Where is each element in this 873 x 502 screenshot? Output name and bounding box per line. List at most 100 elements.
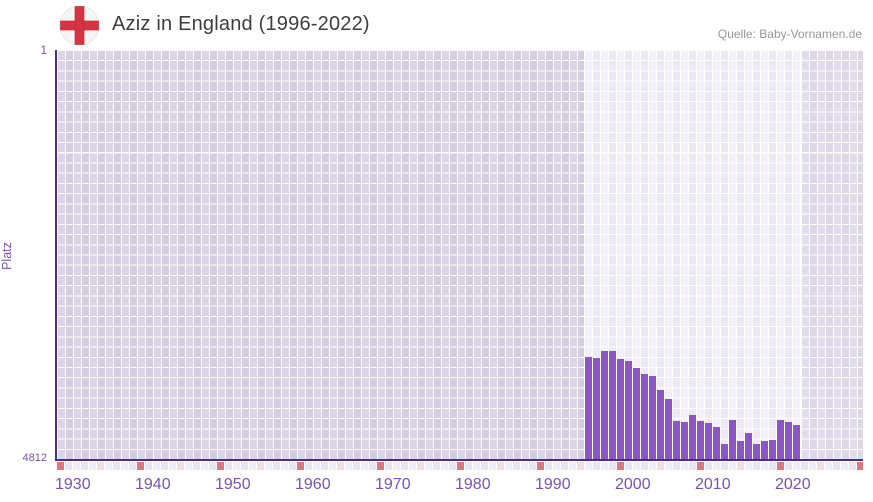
x-tick-label-1990: 1990 bbox=[535, 476, 571, 493]
year-cell-2018 bbox=[761, 462, 768, 470]
year-cell-1953 bbox=[241, 462, 248, 470]
bar-2016 bbox=[745, 432, 752, 459]
year-cell-1954 bbox=[249, 462, 256, 470]
year-cell-1932 bbox=[73, 462, 80, 470]
year-cell-1944 bbox=[169, 462, 176, 470]
year-cell-1977 bbox=[433, 462, 440, 470]
bar-2001 bbox=[625, 361, 632, 459]
page-title: Aziz in England (1996-2022) bbox=[112, 13, 370, 35]
x-tick-label-1930: 1930 bbox=[55, 476, 91, 493]
year-cell-1982 bbox=[473, 462, 480, 470]
year-cell-2014 bbox=[729, 462, 736, 470]
year-cell-1997 bbox=[593, 462, 600, 470]
year-cell-2006 bbox=[665, 462, 672, 470]
year-cell-1947 bbox=[193, 462, 200, 470]
year-cell-1935 bbox=[97, 462, 104, 470]
x-tick-label-2020: 2020 bbox=[775, 476, 811, 493]
bar-2000 bbox=[617, 358, 624, 459]
year-cell-1952 bbox=[233, 462, 240, 470]
year-cell-2003 bbox=[641, 462, 648, 470]
bar-2004 bbox=[649, 375, 656, 459]
bar-2013 bbox=[721, 443, 728, 459]
year-cell-1967 bbox=[353, 462, 360, 470]
year-cell-1981 bbox=[465, 462, 472, 470]
year-cell-1990 bbox=[537, 462, 544, 470]
year-cell-2030 bbox=[857, 462, 863, 470]
year-cell-1951 bbox=[225, 462, 232, 470]
source-attribution: Quelle: Baby-Vornamen.de bbox=[717, 27, 862, 41]
year-cell-1999 bbox=[609, 462, 616, 470]
year-cell-1931 bbox=[65, 462, 72, 470]
year-cell-1946 bbox=[185, 462, 192, 470]
year-cell-1988 bbox=[521, 462, 528, 470]
year-cell-2001 bbox=[625, 462, 632, 470]
year-cell-1994 bbox=[569, 462, 576, 470]
year-cell-2019 bbox=[769, 462, 776, 470]
year-cell-1930 bbox=[57, 462, 64, 470]
year-cell-2010 bbox=[697, 462, 704, 470]
bar-2018 bbox=[761, 440, 768, 459]
bar-2002 bbox=[633, 367, 640, 459]
year-cell-1991 bbox=[545, 462, 552, 470]
year-cell-1966 bbox=[345, 462, 352, 470]
year-cell-1961 bbox=[305, 462, 312, 470]
bar-2022 bbox=[793, 424, 800, 459]
year-cell-2012 bbox=[713, 462, 720, 470]
year-cell-1971 bbox=[385, 462, 392, 470]
year-cell-1934 bbox=[89, 462, 96, 470]
year-cell-1985 bbox=[497, 462, 504, 470]
year-cell-1965 bbox=[337, 462, 344, 470]
year-cell-2002 bbox=[633, 462, 640, 470]
year-cell-2000 bbox=[617, 462, 624, 470]
year-cell-2017 bbox=[753, 462, 760, 470]
year-cell-1989 bbox=[529, 462, 536, 470]
year-cell-1984 bbox=[489, 462, 496, 470]
bar-2011 bbox=[705, 422, 712, 459]
year-cell-1945 bbox=[177, 462, 184, 470]
year-cell-1974 bbox=[409, 462, 416, 470]
year-cell-1963 bbox=[321, 462, 328, 470]
year-cell-1941 bbox=[145, 462, 152, 470]
plot-background-region bbox=[801, 50, 863, 459]
bar-2007 bbox=[673, 420, 680, 459]
year-cell-1979 bbox=[449, 462, 456, 470]
x-axis-line bbox=[55, 459, 863, 461]
year-cell-2009 bbox=[689, 462, 696, 470]
year-cell-1942 bbox=[153, 462, 160, 470]
year-cell-1943 bbox=[161, 462, 168, 470]
bar-2008 bbox=[681, 421, 688, 459]
year-cell-2004 bbox=[649, 462, 656, 470]
year-cell-1939 bbox=[129, 462, 136, 470]
year-cell-1983 bbox=[481, 462, 488, 470]
plot-area bbox=[57, 50, 863, 459]
x-tick-label-1970: 1970 bbox=[375, 476, 411, 493]
year-cell-1957 bbox=[273, 462, 280, 470]
year-cell-2026 bbox=[825, 462, 832, 470]
y-axis-line bbox=[55, 50, 57, 461]
x-tick-label-2000: 2000 bbox=[615, 476, 651, 493]
bar-2014 bbox=[729, 419, 736, 459]
year-cell-1998 bbox=[601, 462, 608, 470]
year-cell-1960 bbox=[297, 462, 304, 470]
bar-2012 bbox=[713, 426, 720, 459]
bar-2019 bbox=[769, 439, 776, 459]
y-axis-title: Platz bbox=[0, 242, 14, 270]
year-cell-1940 bbox=[137, 462, 144, 470]
bar-2017 bbox=[753, 443, 760, 459]
year-cell-1933 bbox=[81, 462, 88, 470]
year-cell-2024 bbox=[809, 462, 816, 470]
year-cell-1980 bbox=[457, 462, 464, 470]
year-cell-1955 bbox=[257, 462, 264, 470]
bar-2015 bbox=[737, 440, 744, 459]
year-cell-1987 bbox=[513, 462, 520, 470]
year-cell-1992 bbox=[553, 462, 560, 470]
year-cell-2007 bbox=[673, 462, 680, 470]
year-cell-2016 bbox=[745, 462, 752, 470]
x-tick-label-1960: 1960 bbox=[295, 476, 331, 493]
year-cell-1962 bbox=[313, 462, 320, 470]
year-marker-strip bbox=[57, 462, 863, 470]
bar-2020 bbox=[777, 419, 784, 459]
x-tick-label-2010: 2010 bbox=[695, 476, 731, 493]
year-cell-1973 bbox=[401, 462, 408, 470]
